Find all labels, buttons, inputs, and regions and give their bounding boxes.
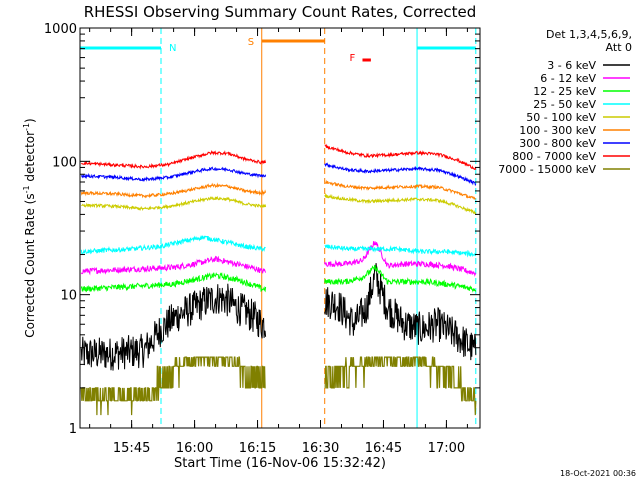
series-line-3-seg-1 bbox=[80, 272, 267, 293]
y-tick-label-1: 1 bbox=[69, 422, 77, 437]
flag-label-flare: F bbox=[349, 53, 355, 64]
y-axis-label-part2: detector bbox=[23, 131, 37, 186]
y-axis-label-sup2: -1 bbox=[22, 123, 31, 131]
plot-frame bbox=[79, 27, 481, 429]
chart-title: RHESSI Observing Summary Count Rates, Co… bbox=[84, 3, 477, 21]
y-axis: 1 10 100 1000 bbox=[44, 22, 480, 437]
legend-label-8: 800 - 7000 keV bbox=[512, 150, 596, 163]
y-axis-label-part1: Corrected Count Rate (s bbox=[23, 193, 37, 337]
x-tick-label-2: 16:00 bbox=[176, 441, 213, 456]
y-tick-label-4: 1000 bbox=[44, 22, 77, 37]
flag-label-saa: S bbox=[248, 37, 254, 48]
x-axis: 15:45 16:00 16:15 16:30 16:45 17:00 bbox=[89, 28, 468, 456]
series-line-5-seg-1 bbox=[81, 195, 267, 211]
series-line-2-seg-1 bbox=[80, 255, 267, 276]
series-line-1-seg-2 bbox=[324, 263, 477, 361]
x-axis-label: Start Time (16-Nov-06 15:32:42) bbox=[174, 456, 386, 471]
legend-label-6: 100 - 300 keV bbox=[519, 124, 596, 137]
series-line-8-seg-2 bbox=[324, 143, 477, 171]
x-tick-label-1: 15:45 bbox=[113, 441, 150, 456]
x-tick-label-4: 16:30 bbox=[302, 441, 339, 456]
legend-label-4: 25 - 50 keV bbox=[533, 98, 596, 111]
series-line-7-seg-2 bbox=[324, 162, 477, 187]
y-tick-label-2: 10 bbox=[60, 289, 77, 304]
flag-bands bbox=[80, 28, 477, 428]
legend-label-2: 6 - 12 keV bbox=[540, 72, 596, 85]
series-line-7-seg-1 bbox=[80, 166, 267, 183]
legend-label-1: 3 - 6 keV bbox=[547, 59, 596, 72]
series-line-4-seg-1 bbox=[80, 235, 266, 255]
y-axis-label-sup1: -1 bbox=[22, 185, 31, 193]
flag-label-night: N bbox=[169, 43, 176, 54]
series-line-6-seg-1 bbox=[80, 182, 267, 199]
series-line-9-seg-1 bbox=[80, 356, 266, 416]
y-axis-label-part3: ) bbox=[23, 118, 37, 123]
x-tick-label-5: 16:45 bbox=[365, 441, 402, 456]
series-line-3-seg-2 bbox=[324, 264, 477, 293]
x-tick-label-3: 16:15 bbox=[239, 441, 276, 456]
legend-label-3: 12 - 25 keV bbox=[533, 85, 596, 98]
series-line-1-seg-1 bbox=[80, 283, 267, 371]
legend-label-9: 7000 - 15000 keV bbox=[498, 163, 596, 176]
legend-label-7: 300 - 800 keV bbox=[519, 137, 596, 150]
series-line-4-seg-2 bbox=[324, 243, 477, 258]
series-line-2-seg-2 bbox=[324, 241, 477, 278]
y-tick-label-3: 100 bbox=[52, 155, 77, 170]
legend-title: Det 1,3,4,5,6,9, bbox=[546, 28, 632, 41]
series-line-8-seg-1 bbox=[81, 149, 267, 170]
series-line-5-seg-2 bbox=[324, 192, 477, 215]
legend-label-5: 50 - 100 keV bbox=[526, 111, 596, 124]
series-line-9-seg-2 bbox=[324, 356, 477, 416]
series-line-6-seg-2 bbox=[324, 179, 477, 200]
legend-subtitle: Att 0 bbox=[606, 41, 632, 54]
x-tick-label-6: 17:00 bbox=[428, 441, 465, 456]
footer-date: 18-Oct-2021 00:36 bbox=[560, 469, 636, 478]
series-group bbox=[80, 143, 477, 416]
y-axis-label: Corrected Count Rate (s-1 detector-1) bbox=[22, 118, 37, 337]
